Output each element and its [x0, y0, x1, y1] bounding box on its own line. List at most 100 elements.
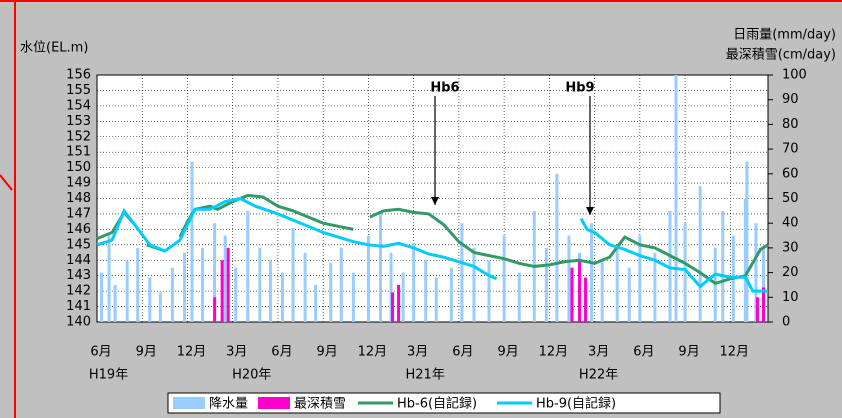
- legend-label: Hb-9(自記録): [536, 396, 616, 412]
- bar: [213, 297, 217, 322]
- bar: [366, 235, 370, 322]
- y2-tick-label: 20: [782, 265, 799, 280]
- bar: [555, 173, 559, 322]
- y-tick-label: 144: [66, 253, 91, 268]
- y2-tick-label: 90: [782, 92, 799, 107]
- bar: [314, 284, 318, 322]
- bar: [487, 260, 491, 322]
- bar: [201, 247, 205, 322]
- annotation-arrowhead: [586, 207, 594, 215]
- y-tick-label: 140: [66, 315, 91, 330]
- x-tick-label: 6月: [90, 345, 111, 360]
- bar: [280, 272, 284, 322]
- y2-tick-label: 60: [782, 166, 799, 181]
- bar: [351, 272, 355, 322]
- bar: [113, 284, 117, 322]
- x-tick-label: 12月: [358, 345, 388, 360]
- bar: [258, 247, 262, 322]
- y2-tick-label: 0: [782, 315, 790, 330]
- bar: [148, 277, 152, 322]
- bar: [745, 161, 749, 322]
- bar: [570, 267, 574, 322]
- year-label: H22年: [579, 368, 618, 383]
- bar: [213, 223, 217, 322]
- y2-tick-label: 10: [782, 290, 799, 305]
- bar: [761, 247, 765, 322]
- bar: [170, 267, 174, 322]
- legend-label: 最深積雪: [294, 397, 346, 412]
- x-tick-label: 3月: [588, 345, 609, 360]
- y-tick-label: 148: [66, 191, 91, 206]
- y2-tick-label: 100: [782, 68, 807, 83]
- bar: [502, 235, 506, 322]
- bar: [600, 260, 604, 322]
- y-tick-label: 149: [66, 176, 91, 191]
- bar: [755, 297, 759, 322]
- y-tick-label: 147: [66, 206, 91, 221]
- y2-tick-label: 70: [782, 142, 799, 157]
- bar: [434, 277, 438, 322]
- y-tick-label: 154: [66, 98, 91, 113]
- bar: [136, 247, 140, 322]
- y-tick-label: 153: [66, 114, 91, 129]
- bar: [125, 260, 129, 322]
- frame-mark: [0, 174, 13, 191]
- bar: [683, 223, 687, 322]
- x-tick-label: 9月: [678, 345, 699, 360]
- bar: [391, 292, 395, 322]
- bar: [401, 272, 405, 322]
- bar: [590, 223, 594, 322]
- bar: [424, 260, 428, 322]
- bar: [567, 235, 571, 322]
- bar: [234, 267, 238, 322]
- y-tick-label: 150: [66, 160, 91, 175]
- bar: [449, 267, 453, 322]
- bar: [226, 247, 230, 322]
- bar: [544, 247, 548, 322]
- bar: [291, 228, 295, 322]
- bar: [615, 247, 619, 322]
- bar: [638, 235, 642, 322]
- y-tick-label: 141: [66, 299, 91, 314]
- x-tick-label: 6月: [633, 345, 654, 360]
- y2-axis-label: 最深積雪(cm/day): [726, 48, 836, 63]
- year-label: H20年: [232, 368, 271, 383]
- bar: [653, 252, 657, 322]
- bar: [627, 267, 631, 322]
- bar: [412, 242, 416, 322]
- bar: [268, 260, 272, 322]
- y2-tick-label: 30: [782, 240, 799, 255]
- bar: [303, 252, 307, 322]
- annotation: Hb9: [565, 81, 594, 96]
- legend: [167, 392, 721, 414]
- y-tick-label: 146: [66, 222, 91, 237]
- x-tick-label: 12月: [720, 345, 750, 360]
- x-tick-label: 9月: [497, 345, 518, 360]
- y-tick-label: 151: [66, 145, 91, 160]
- y-axis-label: 水位(EL.m): [20, 41, 88, 56]
- bar: [329, 262, 333, 322]
- bar: [100, 272, 104, 322]
- bar: [190, 161, 194, 322]
- bar: [584, 277, 588, 322]
- x-tick-label: 6月: [452, 345, 473, 360]
- y2-tick-label: 40: [782, 216, 799, 231]
- y2-tick-label: 50: [782, 191, 799, 206]
- x-tick-label: 9月: [317, 345, 338, 360]
- line: [96, 196, 768, 293]
- legend-label: Hb-6(自記録): [397, 396, 477, 412]
- bar: [378, 210, 382, 322]
- x-tick-label: 3月: [407, 345, 428, 360]
- bar: [339, 247, 343, 322]
- bar: [223, 235, 227, 322]
- bar: [698, 186, 702, 322]
- y-tick-label: 155: [66, 83, 91, 98]
- legend-swatch: [258, 397, 290, 409]
- legend-swatch: [173, 397, 205, 409]
- y-tick-label: 156: [66, 68, 91, 83]
- y-tick-label: 143: [66, 268, 91, 283]
- x-tick-label: 9月: [136, 345, 157, 360]
- bar: [397, 284, 401, 322]
- bar: [578, 260, 582, 322]
